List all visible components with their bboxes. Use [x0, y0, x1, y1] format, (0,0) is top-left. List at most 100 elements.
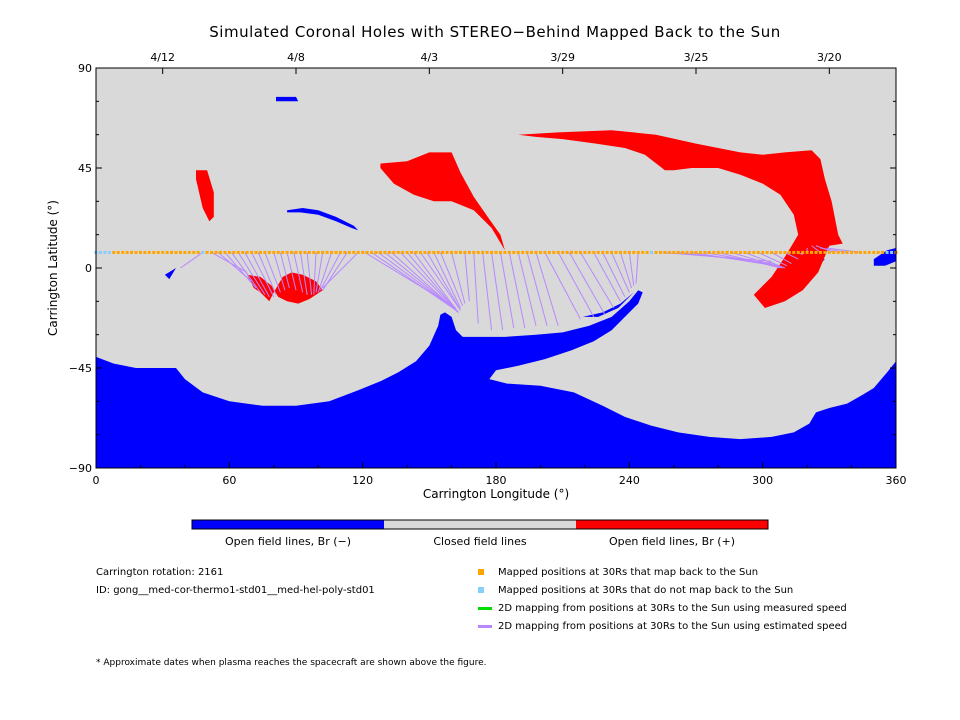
- trajectory-point: [658, 250, 662, 254]
- trajectory-point: [183, 250, 187, 254]
- trajectory-point: [98, 250, 102, 254]
- mapping-line: [426, 252, 461, 311]
- trajectory-points: [94, 250, 898, 254]
- y-axis-label: Carrington Latitude (°): [46, 200, 60, 336]
- green-line-marker: [478, 607, 492, 610]
- trajectory-point: [521, 250, 525, 254]
- trajectory-point: [650, 250, 654, 254]
- trajectory-point: [410, 250, 414, 254]
- trajectory-point: [370, 250, 374, 254]
- mapping-line: [557, 252, 595, 318]
- trajectory-point: [850, 250, 854, 254]
- trajectory-point: [863, 250, 867, 254]
- mapping-line: [400, 252, 459, 313]
- trajectory-point: [392, 250, 396, 254]
- trajectory-point: [765, 250, 769, 254]
- trajectory-point: [827, 250, 831, 254]
- trajectory-point: [747, 250, 751, 254]
- trajectory-point: [738, 250, 742, 254]
- trajectory-point: [356, 250, 360, 254]
- mapping-line: [464, 252, 470, 302]
- y-tick-label: −90: [69, 462, 92, 475]
- trajectory-point: [396, 250, 400, 254]
- trajectory-point: [703, 250, 707, 254]
- colorbar-closed: [384, 520, 576, 529]
- trajectory-point: [423, 250, 427, 254]
- trajectory-point: [623, 250, 627, 254]
- trajectory-point: [232, 250, 236, 254]
- mapping-line: [602, 252, 626, 298]
- x-tick-label: 360: [886, 474, 907, 487]
- trajectory-point: [667, 250, 671, 254]
- mapping-line: [413, 252, 459, 313]
- trajectory-point: [614, 250, 618, 254]
- mapping-line: [568, 252, 606, 315]
- trajectory-point: [285, 250, 289, 254]
- colorbar-label-open-negative: Open field lines, Br (−): [225, 535, 351, 548]
- trajectory-point: [601, 250, 605, 254]
- mapping-line: [384, 252, 457, 311]
- mapping-line: [306, 252, 313, 295]
- trajectory-point: [241, 250, 245, 254]
- trajectory-point: [805, 250, 809, 254]
- trajectory-point: [121, 250, 125, 254]
- trajectory-point: [107, 250, 111, 254]
- mapping-line: [406, 252, 459, 313]
- model-id: ID: gong__med-cor-thermo1-std01__med-hel…: [96, 585, 375, 596]
- trajectory-point: [343, 250, 347, 254]
- trajectory-point: [654, 250, 658, 254]
- trajectory-point: [312, 250, 316, 254]
- y-tick-label: 45: [78, 162, 92, 175]
- trajectory-point: [707, 250, 711, 254]
- trajectory-point: [592, 250, 596, 254]
- trajectory-point: [854, 250, 858, 254]
- colorbar: Open field lines, Br (−) Closed field li…: [191, 519, 769, 548]
- y-tick-label: 0: [85, 262, 92, 275]
- trajectory-point: [205, 250, 209, 254]
- trajectory-point: [583, 250, 587, 254]
- mapping-line: [371, 252, 457, 311]
- mapping-line: [744, 251, 786, 269]
- mapping-line: [491, 252, 504, 331]
- trajectory-point: [743, 250, 747, 254]
- date-tick-label: 3/20: [817, 51, 842, 64]
- trajectory-point: [538, 250, 542, 254]
- trajectory-point: [427, 250, 431, 254]
- trajectory-point: [458, 250, 462, 254]
- chart-title: Simulated Coronal Holes with STEREO−Behi…: [209, 23, 780, 41]
- y-axis-ticks: 90 45 0 −45 −90: [69, 62, 896, 475]
- trajectory-point: [152, 250, 156, 254]
- trajectory-point: [330, 250, 334, 254]
- trajectory-point: [578, 250, 582, 254]
- trajectory-point: [103, 250, 107, 254]
- colorbar-open-positive: [576, 520, 768, 529]
- trajectory-point: [552, 250, 556, 254]
- mapping-line: [320, 252, 341, 291]
- trajectory-point: [236, 250, 240, 254]
- trajectory-point: [525, 250, 529, 254]
- date-tick-label: 4/8: [287, 51, 305, 64]
- trajectory-point: [681, 250, 685, 254]
- trajectory-point: [290, 250, 294, 254]
- mapping-line: [499, 252, 515, 329]
- trajectory-point: [796, 250, 800, 254]
- trajectory-point: [250, 250, 254, 254]
- date-axis-ticks: 4/12 4/8 4/3 3/29 3/25 3/20: [150, 51, 842, 74]
- trajectory-point: [512, 250, 516, 254]
- mapping-line: [517, 252, 537, 326]
- trajectory-point: [112, 250, 116, 254]
- trajectory-point: [361, 250, 365, 254]
- trajectory-point: [383, 250, 387, 254]
- mapping-line: [593, 252, 621, 302]
- trajectory-point: [223, 250, 227, 254]
- plot-area: [94, 67, 898, 469]
- trajectory-point: [818, 250, 822, 254]
- mapping-line: [704, 251, 779, 267]
- x-tick-label: 0: [93, 474, 100, 487]
- trajectory-point: [281, 250, 285, 254]
- trajectory-point: [294, 250, 298, 254]
- colorbar-label-closed: Closed field lines: [433, 535, 527, 548]
- trajectory-point: [712, 250, 716, 254]
- trajectory-point: [445, 250, 449, 254]
- trajectory-point: [627, 250, 631, 254]
